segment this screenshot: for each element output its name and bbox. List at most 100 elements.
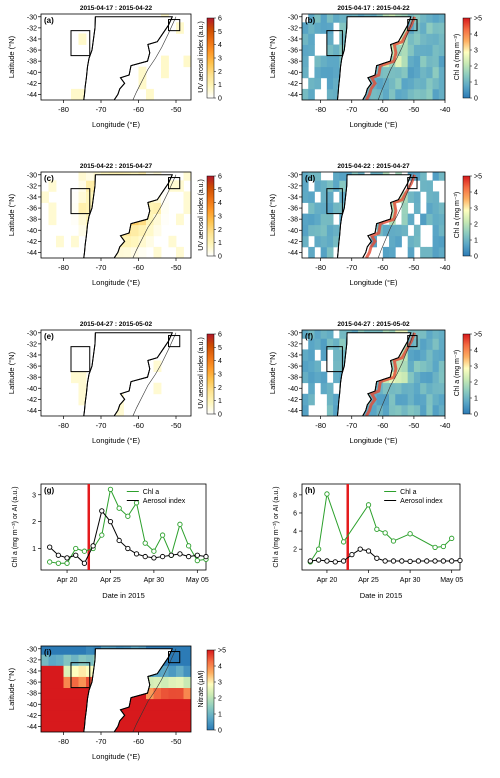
study-box-east	[168, 177, 181, 190]
map-frame	[40, 329, 192, 417]
map-cell	[370, 88, 378, 100]
map-cell	[314, 14, 322, 23]
map-cell	[146, 202, 154, 215]
y-tick-label: -40	[288, 386, 298, 393]
map-cell	[407, 44, 415, 57]
map-cell	[56, 687, 64, 700]
study-box-west	[326, 188, 343, 215]
map-cell	[302, 224, 309, 237]
east-coastline	[113, 332, 173, 416]
map-cell	[161, 720, 169, 732]
map-cell	[176, 698, 184, 711]
map-cell	[389, 393, 396, 406]
map-cell	[407, 404, 415, 416]
map-cell	[302, 235, 309, 248]
x-tick-label: -80	[315, 263, 326, 272]
map-cell	[401, 77, 409, 90]
y-tick-label: -38	[288, 217, 298, 224]
map-cell	[41, 698, 49, 711]
map-cell	[302, 44, 309, 57]
map-cell	[364, 88, 371, 100]
x-tick-label: Apr 20	[317, 577, 338, 584]
y-tick-label: -42	[27, 239, 37, 246]
map-cell	[183, 665, 191, 677]
map-cell	[326, 66, 334, 79]
map-cell	[86, 646, 94, 655]
west-coastline	[336, 332, 348, 416]
x-axis-label: Longitude (°E)	[92, 752, 141, 761]
x-tick-label: Apr 30	[400, 577, 421, 584]
map-cell	[320, 371, 328, 384]
map-cell	[326, 404, 334, 416]
map-cell	[333, 77, 340, 90]
map-cell	[420, 371, 427, 384]
map-cell	[413, 33, 421, 45]
map-cell	[420, 33, 427, 45]
x-axis-label: Longitude (°E)	[349, 436, 398, 445]
map-cell	[333, 14, 340, 23]
map-cell	[161, 191, 169, 203]
map-cell	[176, 720, 184, 732]
data-point	[432, 558, 438, 564]
colorbar-tick-label: 2	[218, 696, 222, 703]
map-cell	[116, 404, 124, 416]
map-cell	[71, 709, 79, 722]
map-cell	[413, 44, 421, 57]
east-coastline	[362, 16, 412, 100]
colorbar-tick-label: 4	[474, 190, 478, 197]
map-cell	[438, 14, 445, 23]
map-cell	[407, 213, 415, 226]
map-cell	[407, 349, 415, 361]
y-tick-label: -42	[288, 239, 298, 246]
y-tick-label: -32	[288, 341, 298, 348]
map-cell	[401, 44, 409, 57]
panel-label: (f)	[305, 332, 313, 341]
colorbar-tick-label: 3	[474, 206, 478, 213]
map-field	[41, 646, 191, 732]
y-tick-label: -42	[27, 713, 37, 720]
map-cell	[48, 676, 57, 689]
map-cell	[320, 22, 328, 34]
map-cell	[302, 371, 309, 384]
x-tick-label: -80	[58, 105, 69, 114]
map-cell	[63, 720, 72, 732]
map-title: 2015-04-17 : 2015-04-22	[80, 5, 153, 12]
y-tick-label: -36	[288, 48, 298, 55]
colorbar	[462, 17, 471, 99]
map-cell	[401, 404, 409, 416]
map-cell	[389, 77, 396, 90]
colorbar-label: Chl a (mg m⁻³)	[454, 34, 461, 80]
map-cell	[153, 213, 162, 226]
y-tick-label: -38	[288, 375, 298, 382]
data-point	[349, 551, 355, 558]
map-cell	[401, 202, 409, 215]
west-coastline	[83, 16, 96, 100]
map-cell	[407, 66, 415, 79]
map-cell	[183, 191, 191, 203]
data-point	[116, 505, 122, 511]
map-cell	[382, 404, 390, 416]
map-cell	[333, 66, 340, 79]
map-cell	[438, 349, 445, 361]
map-cell	[63, 646, 72, 655]
study-box-east	[168, 19, 181, 32]
map-cell	[308, 360, 315, 373]
y-tick-label: -34	[27, 668, 37, 675]
data-point	[116, 537, 122, 544]
map-cell	[153, 720, 162, 732]
map-cell	[438, 213, 445, 226]
map-cell	[420, 44, 427, 57]
map-cell	[63, 687, 72, 700]
map-cell	[426, 191, 433, 203]
y-tick-label: 1	[32, 546, 36, 553]
map-cell	[395, 77, 402, 90]
y-tick-label: 3	[32, 492, 36, 499]
map-cell	[78, 676, 87, 689]
map-cell	[302, 33, 309, 45]
data-point	[142, 540, 148, 546]
data-point	[55, 552, 62, 558]
map-cell	[71, 191, 79, 203]
map-cell	[320, 55, 328, 68]
data-point	[107, 486, 114, 493]
colorbar-tick-label: 1	[474, 238, 478, 245]
